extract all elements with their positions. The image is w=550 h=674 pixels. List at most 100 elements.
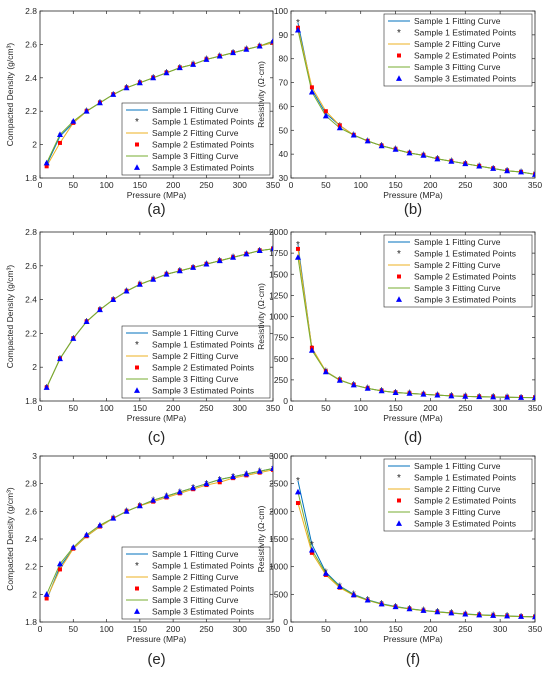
x-tick-label: 300	[233, 180, 247, 190]
estimated-point-sample-3	[256, 468, 263, 474]
legend-marker-sample-1: *	[135, 561, 139, 572]
estimated-point-sample-3	[203, 56, 210, 62]
estimated-point-sample-3	[190, 61, 197, 67]
legend-marker-sample-3	[134, 608, 140, 614]
y-tick-label: 2.2	[25, 562, 37, 572]
estimated-point-sample-3	[364, 137, 371, 144]
estimated-point-sample-3	[392, 146, 399, 152]
x-tick-label: 100	[99, 624, 113, 634]
estimated-point-sample-3	[270, 245, 273, 252]
estimated-point-sample-3	[336, 124, 343, 131]
y-tick-label: 250	[274, 375, 288, 385]
y-axis-label: Compacted Density (g/cm³)	[5, 43, 15, 147]
legend-label: Sample 2 Estimated Points	[414, 272, 516, 282]
x-tick-label: 50	[69, 624, 79, 634]
y-tick-label: 30	[279, 173, 289, 183]
x-tick-label: 300	[233, 624, 247, 634]
estimated-point-sample-3	[83, 531, 90, 538]
x-tick-label: 300	[493, 624, 507, 634]
y-tick-label: 70	[279, 78, 289, 88]
estimated-point-sample-2	[295, 246, 300, 251]
estimated-point-sample-3	[243, 470, 250, 477]
estimated-point-sample-3	[216, 476, 223, 482]
legend-label: Sample 1 Estimated Points	[152, 340, 254, 350]
legend-marker-sample-3	[134, 164, 140, 170]
legend-label: Sample 1 Fitting Curve	[152, 328, 239, 338]
estimated-point-sample-1: *	[45, 595, 49, 606]
legend-marker-sample-1: *	[397, 28, 401, 39]
x-tick-label: 350	[528, 624, 542, 634]
y-tick-label: 3000	[269, 451, 288, 461]
estimated-point-sample-3	[490, 165, 497, 171]
x-axis-label: Pressure (MPa)	[127, 413, 187, 423]
y-tick-label: 60	[279, 101, 289, 111]
estimated-point-sample-3	[392, 389, 399, 395]
estimated-point-sample-3	[420, 391, 427, 397]
estimated-point-sample-3	[378, 387, 385, 394]
panel-caption: (b)	[404, 201, 422, 218]
estimated-point-sample-3	[96, 99, 103, 106]
estimated-point-sample-2	[295, 501, 300, 506]
legend-marker-sample-2	[135, 586, 139, 591]
estimated-point-sample-3	[336, 583, 343, 589]
estimated-point-sample-3	[203, 260, 210, 267]
y-tick-label: 1500	[269, 534, 288, 544]
x-tick-label: 150	[133, 403, 147, 413]
legend-label: Sample 2 Fitting Curve	[414, 484, 501, 494]
estimated-point-sample-2	[44, 596, 49, 601]
estimated-point-sample-3	[350, 381, 357, 388]
estimated-point-sample-3	[176, 267, 183, 274]
fitting-curve-sample-2	[46, 469, 273, 599]
estimated-point-sample-3	[56, 355, 63, 362]
y-tick-label: 1000	[269, 312, 288, 322]
x-tick-label: 350	[528, 180, 542, 190]
legend-label: Sample 2 Estimated Points	[152, 584, 254, 594]
y-tick-label: 50	[279, 125, 289, 135]
x-tick-label: 150	[388, 180, 402, 190]
estimated-point-sample-3	[308, 546, 315, 553]
legend-label: Sample 1 Fitting Curve	[152, 549, 239, 559]
estimated-point-sample-3	[43, 384, 50, 390]
estimated-point-sample-3	[518, 168, 525, 175]
estimated-point-sample-3	[123, 508, 130, 514]
legend-box	[383, 234, 533, 308]
legend-marker-sample-2	[397, 498, 401, 503]
estimated-point-sample-3	[476, 611, 483, 618]
estimated-point-sample-2	[57, 140, 62, 145]
legend: Sample 1 Fitting Curve * Sample 1 Estimate…	[121, 325, 271, 399]
y-tick-label: 2	[32, 362, 37, 372]
x-axis-label: Pressure (MPa)	[383, 634, 443, 644]
estimated-point-sample-3	[392, 603, 399, 610]
y-tick-label: 0	[283, 396, 288, 406]
x-tick-label: 0	[38, 403, 43, 413]
legend-label: Sample 3 Estimated Points	[414, 295, 516, 305]
x-tick-label: 250	[199, 403, 213, 413]
legend-marker-sample-1: *	[397, 249, 401, 260]
x-tick-label: 350	[266, 180, 280, 190]
legend-label: Sample 2 Estimated Points	[414, 496, 516, 506]
y-tick-label: 2.6	[25, 506, 37, 516]
y-tick-label: 2.8	[25, 227, 37, 237]
estimated-point-sample-3	[110, 296, 117, 302]
chart-panel: 0 50 100 150 200 250 300 3500500100015002000250…	[256, 451, 542, 668]
legend-marker-sample-3	[396, 520, 402, 526]
legend-marker-sample-1: *	[135, 117, 139, 128]
estimated-point-sample-3	[476, 162, 483, 169]
panel-caption: (d)	[404, 429, 422, 446]
estimated-point-sample-3	[163, 69, 170, 76]
legend-label: Sample 3 Fitting Curve	[152, 151, 239, 161]
legend-label: Sample 1 Estimated Points	[152, 561, 254, 571]
estimated-point-sample-3	[532, 171, 535, 177]
legend-label: Sample 2 Fitting Curve	[152, 351, 239, 361]
x-tick-label: 250	[458, 624, 472, 634]
estimated-point-sample-3	[504, 393, 511, 400]
panel-caption: (e)	[147, 651, 165, 668]
series-layer: ******************	[43, 464, 273, 606]
x-tick-label: 350	[266, 624, 280, 634]
x-tick-label: 0	[289, 180, 294, 190]
estimated-point-sample-3	[70, 118, 77, 124]
legend: Sample 1 Fitting Curve * Sample 1 Estimate…	[383, 234, 533, 308]
legend-label: Sample 3 Estimated Points	[152, 163, 254, 173]
estimated-point-sample-3	[448, 158, 455, 164]
legend-label: Sample 1 Fitting Curve	[414, 237, 501, 247]
